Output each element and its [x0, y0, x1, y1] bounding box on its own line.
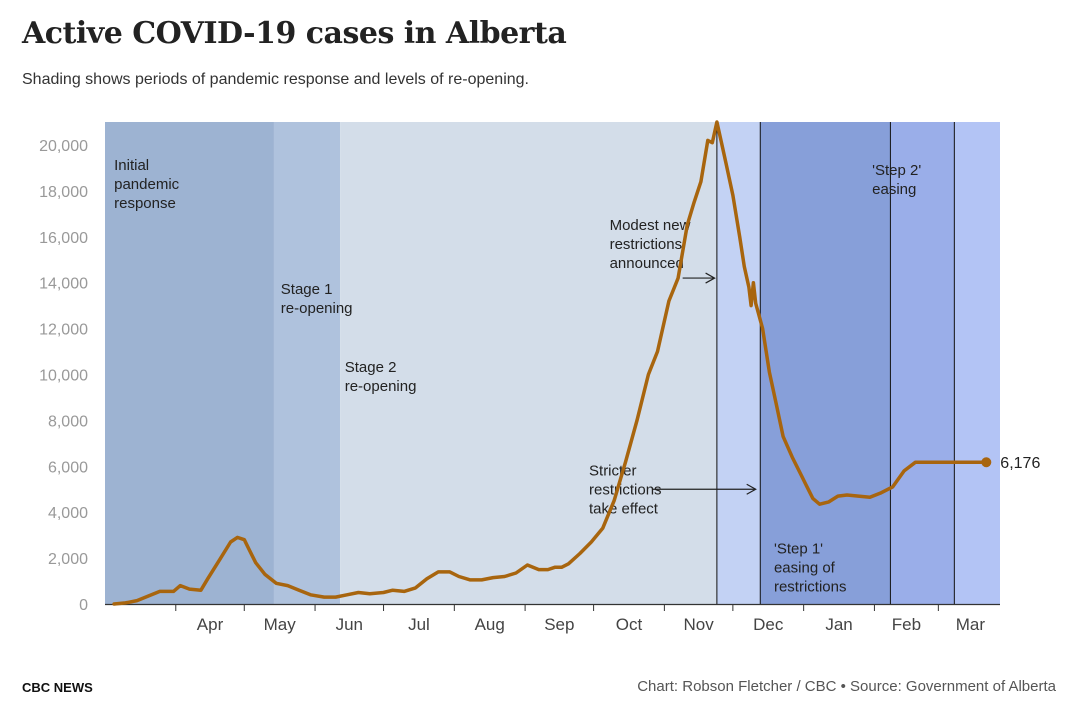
brand-label: CBC NEWS — [22, 680, 93, 695]
modest-arrow-head — [705, 272, 716, 284]
x-tick-label: Jun — [336, 615, 363, 634]
end-point — [981, 457, 992, 468]
annotation-stricter: restrictions — [589, 481, 662, 498]
period-band-2 — [340, 122, 717, 604]
annotation-step2: easing — [872, 181, 916, 198]
y-tick-label: 2,000 — [48, 551, 88, 568]
y-tick-label: 0 — [79, 597, 88, 614]
x-tick-label: Feb — [892, 615, 921, 634]
x-tick-label: Apr — [197, 615, 224, 634]
y-tick-label: 14,000 — [39, 276, 88, 293]
x-tick-label: Nov — [684, 615, 715, 634]
y-tick-label: 12,000 — [39, 322, 88, 339]
y-tick-label: 16,000 — [39, 230, 88, 247]
period-boundary-lines — [716, 122, 955, 604]
stricter-arrow-head — [746, 483, 757, 495]
annotation-stage1: re-opening — [281, 300, 353, 317]
annotation-initial: pandemic — [114, 176, 180, 193]
x-tick-label: Jan — [825, 615, 852, 634]
period-band-1 — [273, 122, 341, 604]
period-band-5 — [890, 122, 955, 604]
series-line-active-cases — [112, 120, 989, 606]
annotation-stricter: Stricter — [589, 462, 637, 479]
y-tick-label: 6,000 — [48, 459, 88, 476]
y-axis: 0 2,000 4,000 6,000 8,000 10,000 12,000 14,000 1… — [39, 138, 88, 614]
y-tick-label: 10,000 — [39, 367, 88, 384]
annotation-step1: restrictions — [774, 579, 847, 596]
source-credit: Chart: Robson Fletcher / CBC • Source: G… — [637, 678, 1056, 695]
annotation-group: Initial pandemic response Stage 1 re-opening… — [114, 157, 921, 595]
annotation-stricter: take effect — [589, 500, 659, 517]
x-tick-label: Mar — [956, 615, 986, 634]
annotation-step2: 'Step 2' — [872, 162, 921, 179]
page-title: Active COVID-19 cases in Alberta — [22, 16, 567, 51]
annotation-modest: restrictions — [610, 236, 683, 253]
annotation-modest: announced — [610, 255, 684, 272]
y-tick-label: 18,000 — [39, 184, 88, 201]
period-shading-group — [105, 122, 1000, 604]
annotation-stage1: Stage 1 — [281, 281, 333, 298]
period-band-6 — [954, 122, 1000, 604]
x-tick-label: Oct — [616, 615, 643, 634]
page-subtitle: Shading shows periods of pandemic respon… — [22, 71, 529, 88]
x-axis: Apr May Jun Jul Aug Sep Oct Nov Dec Jan Feb Mar — [105, 603, 1000, 634]
x-tick-label: Dec — [753, 615, 784, 634]
annotation-modest: Modest new — [610, 217, 691, 234]
x-tick-label: Sep — [544, 615, 574, 634]
annotation-initial: response — [114, 195, 176, 212]
period-band-4 — [760, 122, 891, 604]
x-tick-label: Aug — [475, 615, 505, 634]
annotation-step1: 'Step 1' — [774, 541, 823, 558]
annotation-step1: easing of — [774, 560, 836, 577]
period-band-3 — [716, 122, 761, 604]
y-tick-label: 8,000 — [48, 413, 88, 430]
annotation-stage2: Stage 2 — [345, 359, 397, 376]
x-tick-label: Jul — [408, 615, 430, 634]
period-band-0 — [105, 122, 274, 604]
end-value-label: 6,176 — [1000, 455, 1040, 472]
y-tick-label: 20,000 — [39, 138, 88, 155]
x-tick-label: May — [264, 615, 297, 634]
annotation-stage2: re-opening — [345, 378, 417, 395]
annotation-initial: Initial — [114, 157, 149, 174]
series-group: 6,176 — [112, 120, 1040, 606]
y-tick-label: 4,000 — [48, 505, 88, 522]
